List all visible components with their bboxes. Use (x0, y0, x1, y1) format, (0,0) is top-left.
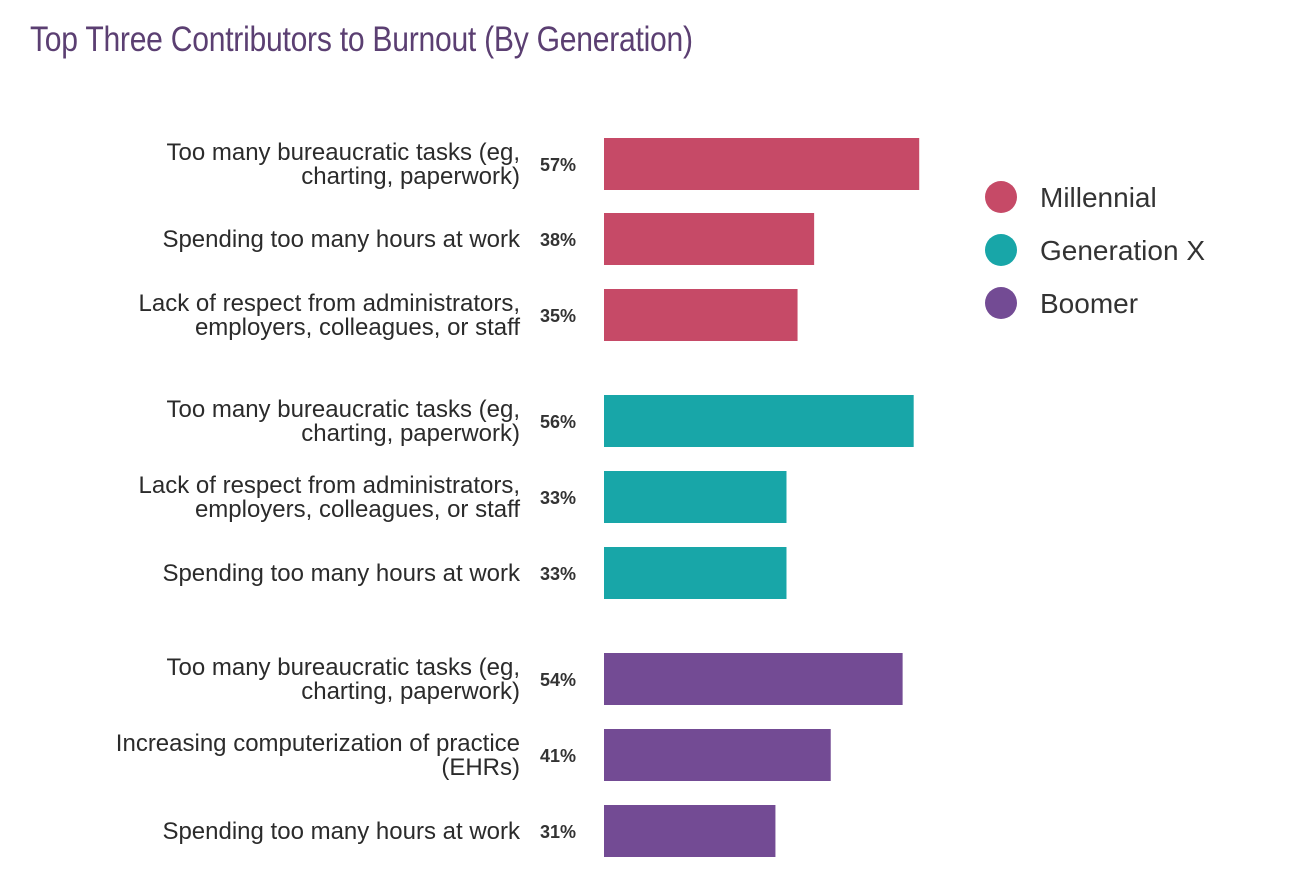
value-label: 38% (540, 230, 576, 250)
category-label: Lack of respect from administrators, empl… (139, 472, 521, 523)
legend-label: Millennial (1040, 182, 1157, 213)
bar (604, 547, 787, 599)
category-label: Spending too many hours at work (162, 818, 521, 845)
bar (604, 653, 903, 705)
category-label: Too many bureaucratic tasks (eg, charting… (167, 654, 521, 705)
category-label: Lack of respect from administrators, empl… (139, 290, 521, 341)
category-label: Spending too many hours at work (162, 226, 521, 253)
bar (604, 138, 920, 190)
value-label: 57% (540, 155, 576, 175)
value-label: 54% (540, 670, 576, 690)
category-label: Too many bureaucratic tasks (eg, charting… (167, 139, 521, 190)
legend-label: Boomer (1040, 288, 1138, 319)
category-label: Increasing computerization of practice (E… (116, 730, 520, 781)
legend-marker (985, 181, 1017, 213)
value-label: 31% (540, 822, 576, 842)
value-label: 33% (540, 564, 576, 584)
value-label: 56% (540, 412, 576, 432)
chart-title: Top Three Contributors to Burnout (By Ge… (30, 20, 693, 59)
category-label: Too many bureaucratic tasks (eg, charting… (167, 396, 521, 447)
bar (604, 395, 914, 447)
legend-marker (985, 287, 1017, 319)
category-label: Spending too many hours at work (162, 560, 521, 587)
value-label: 33% (540, 488, 576, 508)
legend-label: Generation X (1040, 235, 1205, 266)
bar (604, 729, 831, 781)
bar (604, 805, 776, 857)
bar (604, 213, 815, 265)
value-label: 41% (540, 746, 576, 766)
bar (604, 289, 798, 341)
bar (604, 471, 787, 523)
legend-marker (985, 234, 1017, 266)
value-label: 35% (540, 306, 576, 326)
